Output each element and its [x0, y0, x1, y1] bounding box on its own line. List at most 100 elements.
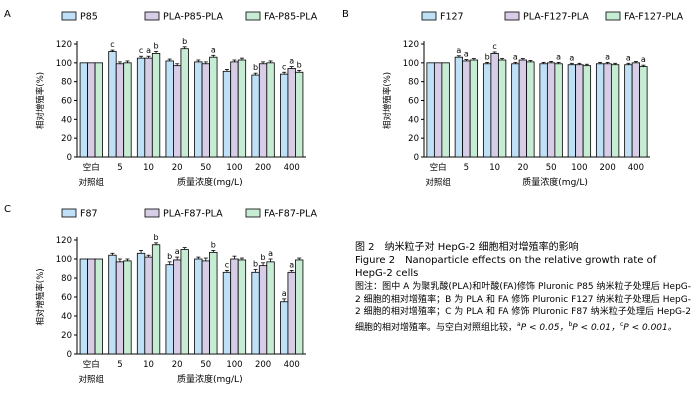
bar-pla-p85-pla [87, 62, 96, 158]
x-tick-label: 400 [284, 360, 300, 370]
x-tick-label: 200 [255, 360, 271, 370]
bar-pla-f127-pla [433, 62, 443, 158]
x-axis-label: 质量浓度(mg/L) [177, 176, 243, 188]
significance-mark: b [485, 52, 490, 61]
legend-label: PLA-F87-PLA [163, 209, 223, 220]
legend-label: FA-F87-PLA [264, 209, 318, 220]
y-tick-label: 120 [56, 40, 72, 50]
bar-f87 [280, 301, 289, 355]
bar-pla-f127-pla [575, 64, 584, 158]
bar-p85 [251, 74, 260, 158]
bar-pla-p85-pla [201, 63, 210, 158]
control-label: 空白 [83, 162, 100, 173]
sig-b-mark: b [568, 320, 573, 328]
significance-mark: b [167, 252, 172, 261]
y-axis-label: 相对增殖率(%) [35, 268, 46, 325]
x-tick-label: 50 [200, 163, 211, 173]
y-tick-label: 20 [61, 331, 72, 341]
y-axis-label: 相对增殖率(%) [382, 72, 393, 129]
panel-a: A P85 PLA-P85-PLA FA-P85-PLA 0 20 40 60 80 100 120… [4, 9, 318, 188]
bar-fa-p85-pla [151, 53, 161, 158]
significance-mark: b [211, 240, 216, 249]
legend-label: PLA-P85-PLA [163, 12, 223, 23]
bar-pla-f87-pla [144, 256, 153, 355]
bar-fa-p85-pla [180, 48, 189, 158]
x-tick-label: 10 [143, 163, 154, 173]
x-tick-label: 5 [117, 163, 122, 173]
bar-fa-f87-pla [151, 244, 161, 355]
significance-mark: b [154, 233, 159, 242]
x-tick-label: 50 [546, 163, 557, 173]
significance-mark: c [225, 260, 229, 269]
bar-f127 [426, 62, 435, 158]
bar-fa-f87-pla [266, 261, 275, 355]
x-tick-label: 10 [489, 163, 500, 173]
x-tick-label: 200 [255, 163, 271, 173]
bar-f127 [567, 64, 577, 158]
bar-f127 [482, 63, 492, 158]
x-tick-label: 10 [143, 360, 154, 370]
bar-f127 [539, 63, 548, 158]
sig-b-text: P < 0.01， [572, 322, 620, 333]
significance-mark: b [182, 37, 187, 46]
y-tick-label: 100 [56, 59, 72, 69]
panel-c: C F87 PLA-F87-PLA FA-F87-PLA 0 20 40 60 80 100 120… [4, 204, 318, 385]
bar-fa-f127-pla [639, 66, 648, 158]
y-tick-label: 80 [61, 274, 72, 284]
x-tick-label: 5 [464, 163, 469, 173]
bar-fa-p85-pla [94, 62, 103, 158]
control-label: 对照组 [425, 177, 451, 188]
y-tick-label: 120 [403, 40, 419, 50]
bar-f127 [511, 63, 520, 158]
bar-f127 [454, 56, 464, 158]
y-tick-label: 120 [56, 236, 72, 246]
significance-mark: c [139, 46, 143, 55]
bar-pla-f127-pla [603, 63, 612, 158]
legend-swatch [61, 208, 77, 218]
bar-f87 [251, 271, 260, 355]
x-tick-label: 100 [571, 163, 587, 173]
significance-mark: b [253, 259, 258, 268]
x-axis-label: 质量浓度(mg/L) [177, 373, 243, 385]
significance-mark: a [211, 45, 216, 54]
y-tick-label: 80 [61, 78, 72, 88]
bar-pla-f127-pla [631, 62, 641, 158]
significance-mark: a [282, 289, 287, 298]
bar-pla-f87-pla [287, 271, 296, 355]
legend-swatch [605, 11, 621, 21]
y-tick-label: 60 [408, 97, 419, 107]
significance-mark: a [146, 46, 151, 55]
bar-f127 [624, 64, 633, 158]
bar-pla-f127-pla [490, 53, 499, 158]
y-tick-label: 40 [408, 115, 419, 125]
caption-note: 图注：图中 A 为聚乳酸(PLA)和叶酸(FA)修饰 Pluronic P85 … [355, 281, 691, 334]
figure-caption: 图 2 纳米粒子对 HepG-2 细胞相对增殖率的影响 Figure 2 Nan… [355, 241, 691, 334]
legend-swatch [504, 11, 520, 21]
bar-f87 [79, 258, 88, 355]
caption-title: 图 2 纳米粒子对 HepG-2 细胞相对增殖率的影响 [355, 242, 579, 253]
y-tick-label: 100 [403, 59, 419, 69]
legend-swatch [144, 11, 160, 21]
bar-pla-p85-pla [230, 61, 239, 158]
significance-mark: c [282, 62, 286, 71]
bar-fa-f127-pla [469, 59, 479, 158]
bar-fa-f87-pla [180, 249, 189, 355]
x-tick-label: 20 [172, 360, 183, 370]
bar-pla-f87-pla [201, 260, 210, 355]
sig-c-text: P < 0.001。 [623, 322, 677, 333]
significance-mark: a [175, 247, 180, 256]
control-label: 对照组 [79, 177, 105, 188]
significance-mark: a [641, 55, 646, 64]
legend-swatch [245, 11, 261, 21]
bar-f87 [165, 264, 174, 355]
y-tick-label: 20 [61, 134, 72, 144]
bar-fa-f87-pla [209, 251, 218, 355]
bar-fa-f127-pla [526, 61, 535, 158]
x-tick-label: 100 [226, 360, 242, 370]
bar-pla-p85-pla [258, 63, 268, 158]
bar-f87 [194, 258, 203, 355]
significance-mark: a [556, 52, 561, 61]
y-tick-label: 80 [408, 78, 419, 88]
significance-mark: c [110, 40, 114, 49]
